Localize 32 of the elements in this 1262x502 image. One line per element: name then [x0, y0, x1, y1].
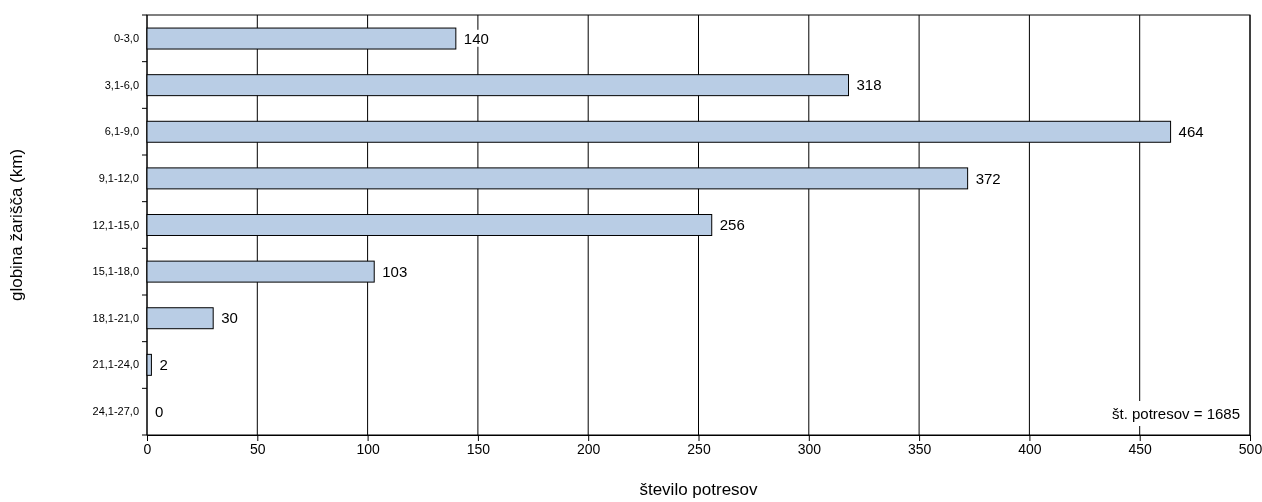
x-tick-label: 400: [1018, 440, 1042, 457]
x-axis-title: število potresov: [639, 480, 759, 499]
y-tick-label: 15,1-18,0: [92, 265, 139, 278]
data-label: 140: [463, 29, 489, 47]
x-tick-label: 50: [250, 440, 266, 457]
x-tick-label: 0: [143, 440, 152, 457]
x-tick-label: 200: [577, 440, 601, 457]
x-tick-label: 100: [356, 440, 380, 457]
data-label: 103: [382, 262, 408, 280]
y-tick-label: 12,1-15,0: [92, 218, 139, 231]
y-tick-label: 18,1-21,0: [92, 311, 139, 324]
data-label: 256: [719, 216, 745, 234]
data-label: 318: [856, 76, 882, 94]
y-tick-label: 24,1-27,0: [92, 404, 139, 417]
y-tick-label: 21,1-24,0: [92, 358, 139, 371]
y-tick-label: 0-3,0: [113, 32, 139, 45]
x-tick-label: 450: [1128, 440, 1153, 457]
data-label: 372: [975, 169, 1001, 187]
y-axis-title: globina žarišča (km): [7, 148, 26, 302]
x-tick-label: 350: [907, 440, 932, 457]
x-tick-label: 300: [797, 440, 822, 457]
annotation: št. potresov = 1685: [1112, 405, 1240, 422]
data-label: 0: [155, 402, 164, 420]
y-tick-label: 3,1-6,0: [104, 78, 139, 91]
y-tick-label: 6,1-9,0: [104, 125, 139, 138]
data-label: 30: [221, 309, 238, 327]
data-label: 2: [159, 356, 168, 374]
x-tick-label: 150: [466, 440, 491, 457]
x-tick-label: 500: [1238, 440, 1262, 457]
y-tick-label: 9,1-12,0: [98, 171, 139, 184]
x-tick-label: 250: [687, 440, 711, 457]
data-label: 464: [1178, 123, 1204, 141]
